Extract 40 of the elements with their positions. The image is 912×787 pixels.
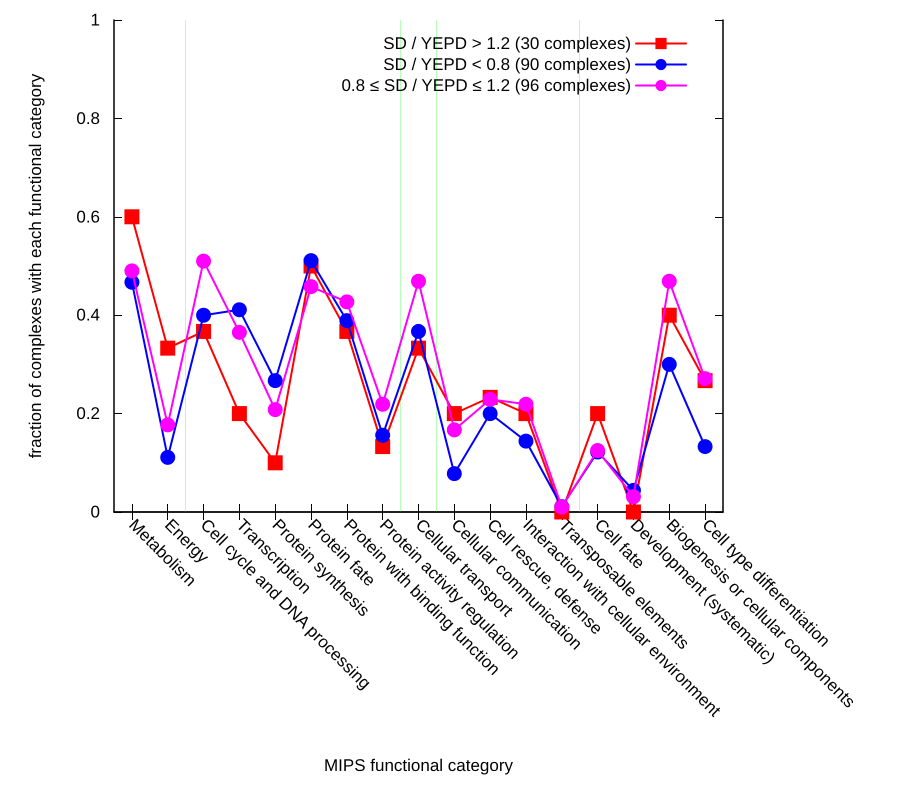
point xyxy=(304,279,319,294)
point xyxy=(304,253,319,268)
y-tick-label: 0.8 xyxy=(76,108,100,128)
point xyxy=(698,439,713,454)
point xyxy=(124,209,140,224)
y-tick-label: 0 xyxy=(90,502,100,522)
point xyxy=(626,489,641,504)
y-tick-label: 0.4 xyxy=(76,306,100,325)
point xyxy=(232,324,247,340)
point xyxy=(160,340,176,356)
point xyxy=(590,406,606,422)
x-axis-title: MIPS functional category xyxy=(324,756,514,775)
point xyxy=(196,254,212,269)
point xyxy=(662,356,677,372)
point xyxy=(339,294,354,310)
point xyxy=(375,396,390,412)
point xyxy=(626,504,641,520)
point xyxy=(411,324,426,339)
point xyxy=(160,417,176,432)
point xyxy=(124,263,140,278)
y-tick-label: 1 xyxy=(90,10,100,30)
y-tick-label: 0.6 xyxy=(76,207,100,226)
point xyxy=(411,274,426,289)
point xyxy=(232,302,247,318)
point xyxy=(160,450,176,465)
point xyxy=(268,373,283,388)
point xyxy=(375,428,390,443)
point xyxy=(518,396,534,412)
point xyxy=(446,422,462,438)
point xyxy=(268,402,283,418)
point xyxy=(232,406,247,422)
point xyxy=(196,308,212,323)
y-axis-title: fraction of complexes with each functional category xyxy=(26,73,45,458)
point xyxy=(339,313,354,328)
point xyxy=(446,466,462,482)
point xyxy=(518,434,534,449)
point xyxy=(662,274,677,289)
y-tick-label: 0.2 xyxy=(76,404,100,424)
point xyxy=(268,455,283,470)
point xyxy=(482,406,498,422)
